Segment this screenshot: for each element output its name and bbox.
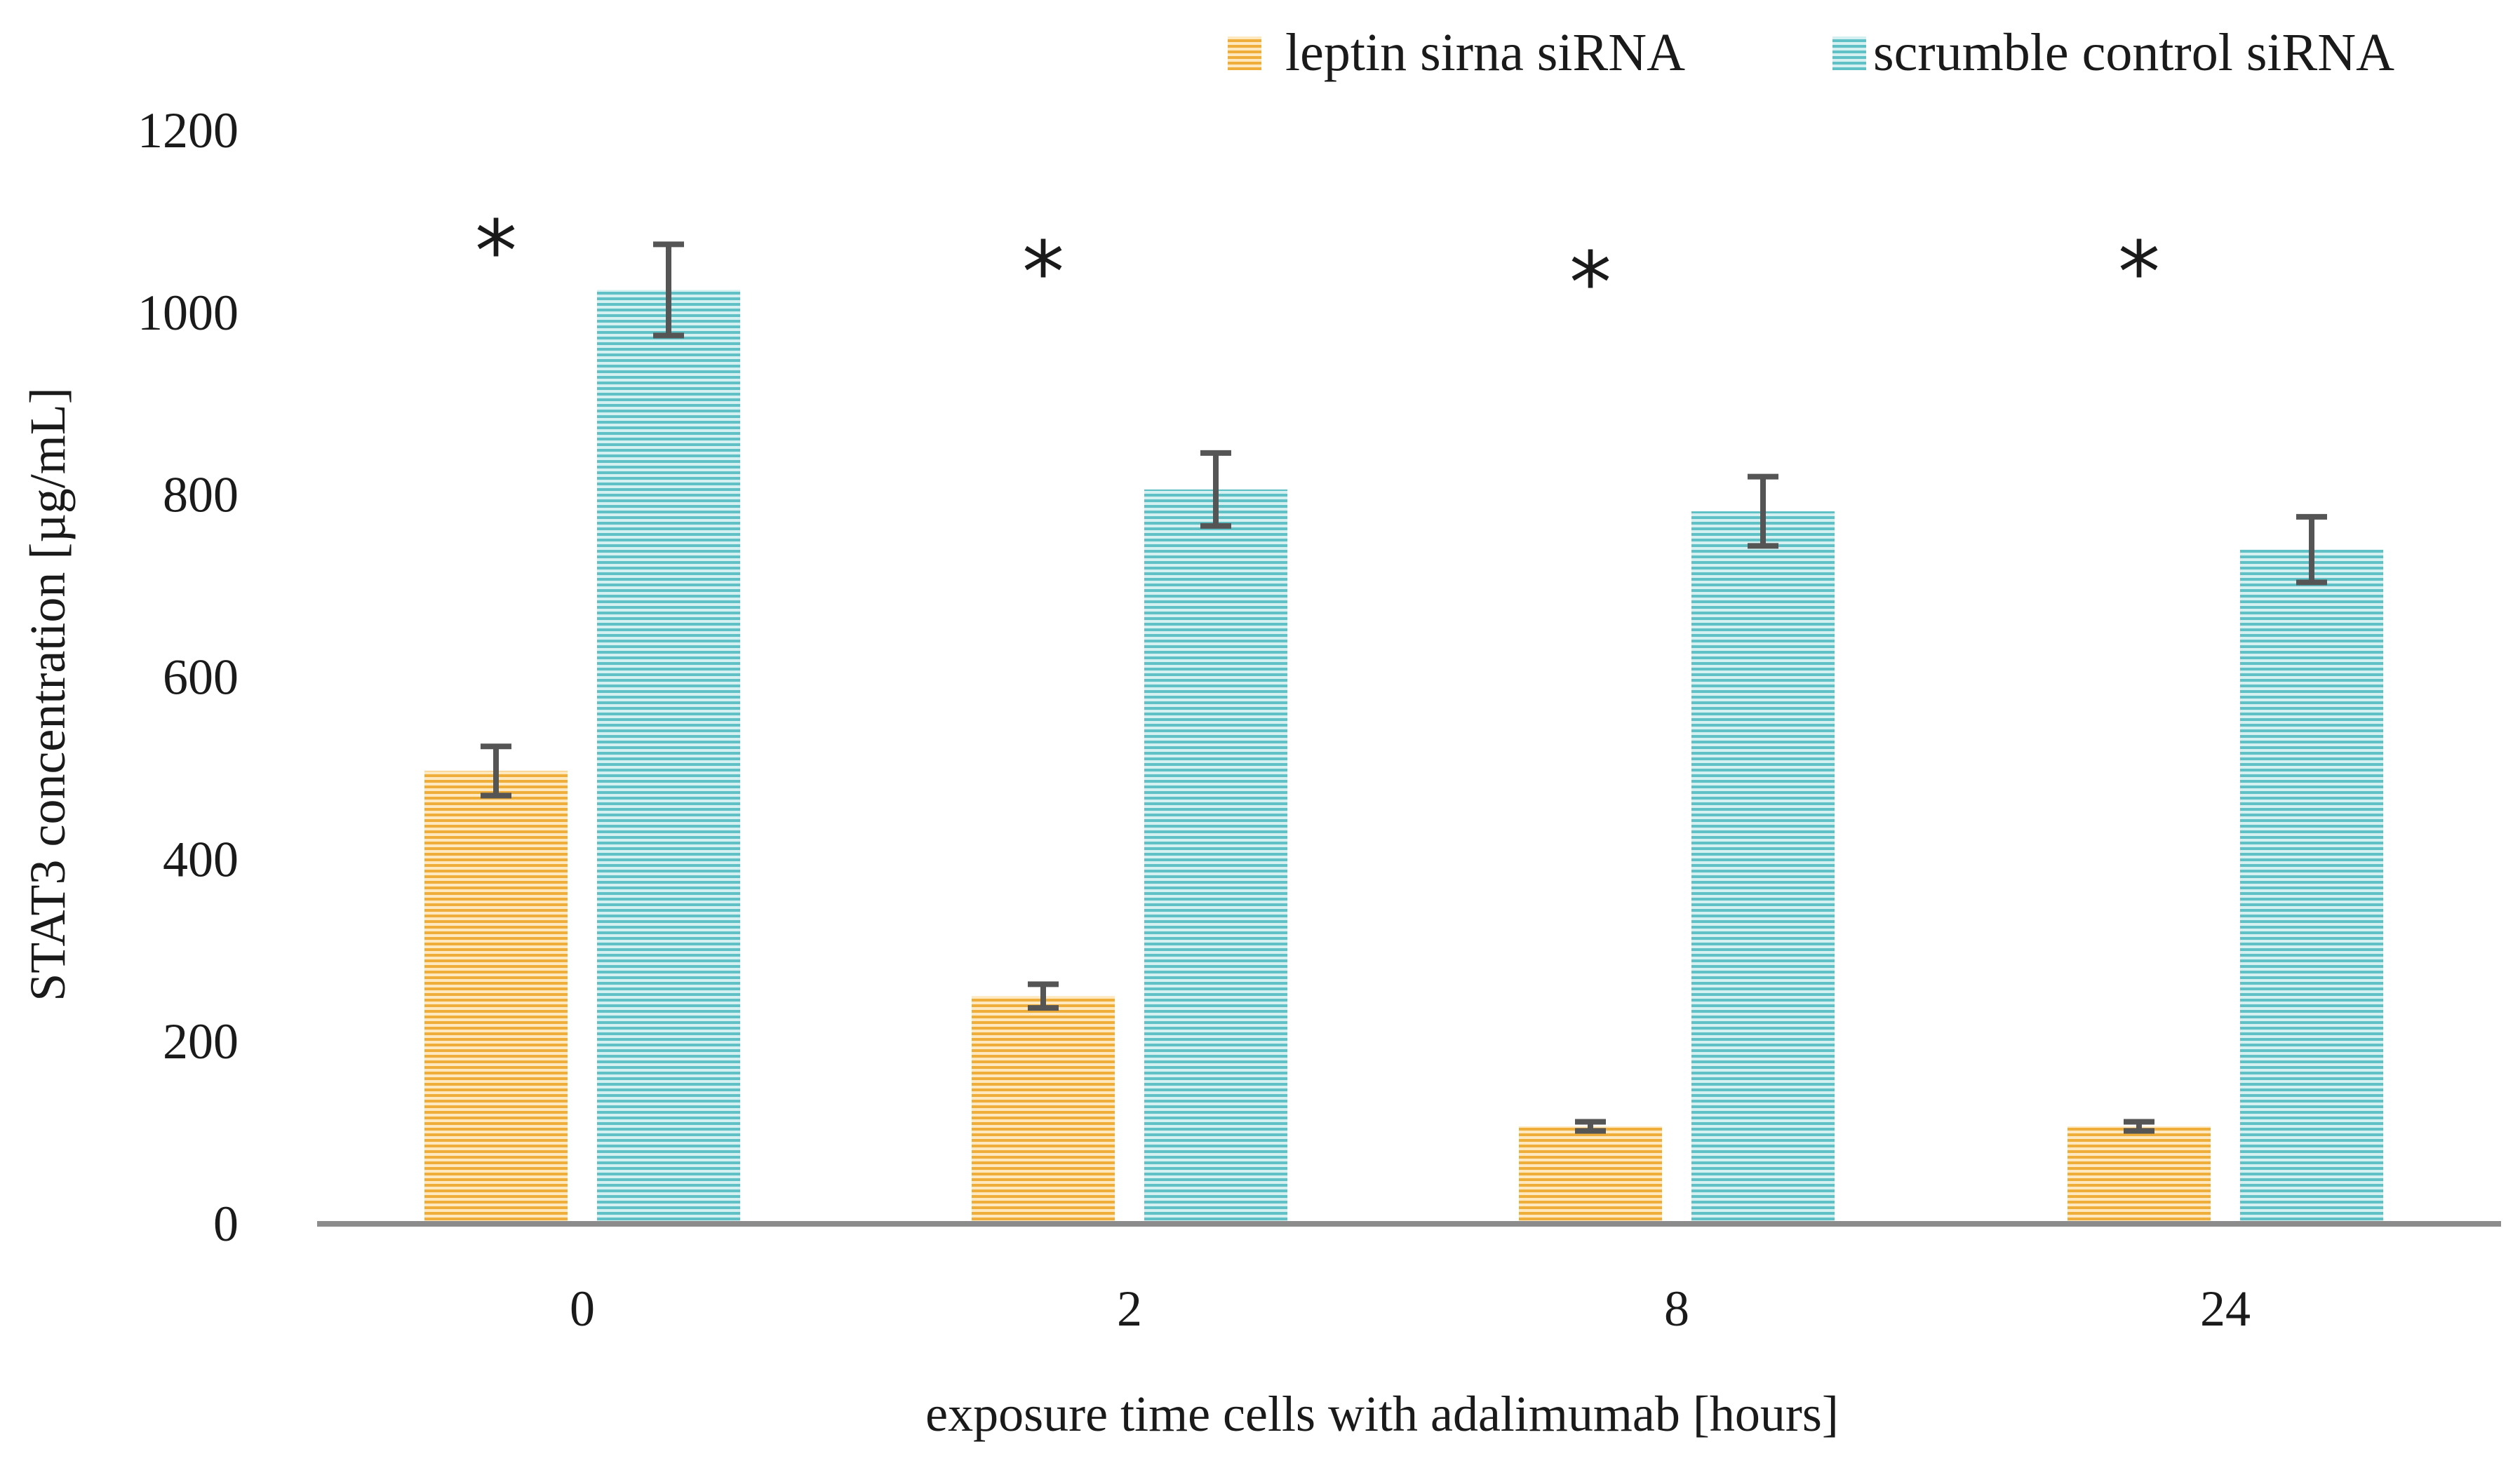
error-bar-leptin-0 — [481, 743, 511, 799]
x-axis-title: exposure time cells with adalimumab [hou… — [925, 1386, 1839, 1442]
error-bar-scrumble-8 — [1748, 473, 1778, 549]
significance-star: * — [1569, 235, 1611, 332]
bar-leptin-0 — [424, 771, 568, 1224]
y-tick-label: 1200 — [138, 102, 239, 159]
x-tick-label: 0 — [570, 1281, 595, 1337]
legend: leptin sirna siRNA scrumble control siRN… — [1228, 23, 2394, 82]
y-tick-label: 400 — [163, 831, 239, 887]
legend-swatch-leptin — [1228, 36, 1261, 70]
legend-label-leptin: leptin sirna siRNA — [1285, 23, 1685, 82]
error-bar-leptin-2 — [1028, 981, 1059, 1011]
error-bar-leptin-24 — [2124, 1119, 2154, 1134]
significance-star: * — [2118, 224, 2160, 322]
legend-label-scrumble: scrumble control siRNA — [1873, 23, 2394, 82]
y-tick-label: 800 — [163, 467, 239, 523]
error-bar-scrumble-24 — [2296, 513, 2327, 586]
bar-scrumble-0 — [597, 290, 740, 1225]
y-tick-label: 1000 — [138, 285, 239, 341]
error-bars — [481, 241, 2327, 1134]
x-tick-label: 24 — [2200, 1281, 2251, 1337]
x-tick-label: 2 — [1117, 1281, 1142, 1337]
y-tick-label: 200 — [163, 1013, 239, 1070]
bar-leptin-8 — [1519, 1126, 1662, 1224]
bar-scrumble-2 — [1144, 489, 1287, 1225]
y-axis-ticks: 0 200 400 600 800 1000 1200 — [138, 102, 239, 1252]
significance-star: * — [475, 203, 517, 301]
x-tick-label: 8 — [1664, 1281, 1689, 1337]
legend-swatch-scrumble — [1832, 36, 1866, 70]
bar-leptin-2 — [972, 996, 1115, 1224]
x-axis-ticks: 0 2 8 24 — [570, 1281, 2251, 1337]
bar-leptin-24 — [2067, 1126, 2211, 1224]
significance-star: * — [1022, 224, 1064, 322]
error-bar-scrumble-0 — [653, 241, 684, 339]
bar-scrumble-8 — [1691, 511, 1835, 1224]
y-tick-label: 0 — [213, 1196, 239, 1252]
y-tick-label: 600 — [163, 649, 239, 706]
error-bar-leptin-8 — [1575, 1119, 1606, 1134]
error-bar-scrumble-2 — [1200, 450, 1231, 529]
y-axis-title: STAT3 concentration [µg/mL] — [20, 387, 76, 1002]
significance-markers: * * * * — [475, 203, 2160, 332]
bars — [424, 290, 2383, 1225]
bar-scrumble-24 — [2240, 549, 2383, 1224]
